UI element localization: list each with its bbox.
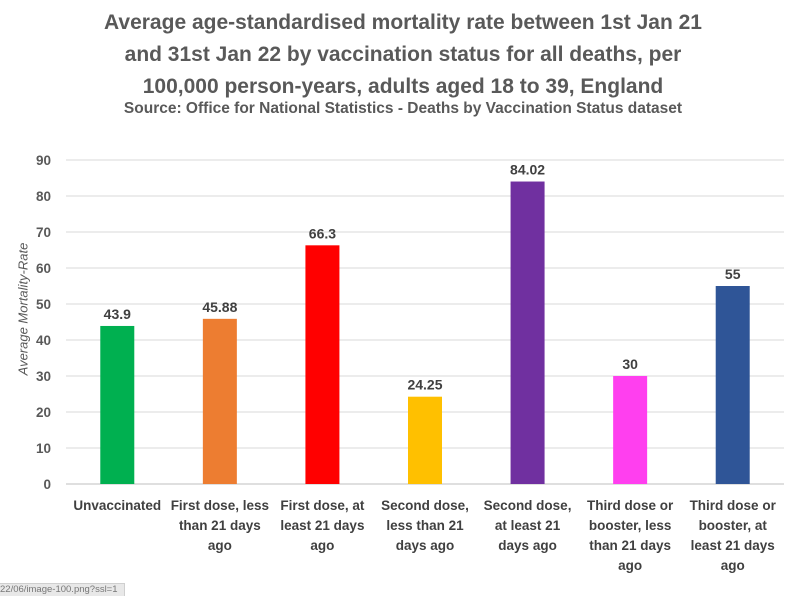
x-tick-label-line: than 21 days [178,518,261,533]
data-label: 84.02 [510,162,545,178]
bar [613,376,648,484]
data-label: 45.88 [202,299,237,315]
x-tick-label-line: least 21 days [690,538,775,553]
y-tick-label: 60 [36,261,51,276]
bar [715,286,750,484]
x-tick-label-line: First dose, less [170,498,269,513]
y-tick-label: 0 [43,477,51,492]
chart-title-line-2: and 31st Jan 22 by vaccination status fo… [124,43,682,66]
x-tick-label-line: Third dose or [587,498,674,513]
bar [100,325,135,484]
data-label: 43.9 [104,306,131,322]
x-tick-label-line: at least 21 [494,518,561,533]
x-tick-label: First dose, at least 21 days ago [267,496,377,556]
data-label: 30 [622,356,638,372]
x-tick-label-line: Unvaccinated [73,498,162,513]
x-tick-label-line: ago [618,558,643,573]
x-tick-label-line: than 21 days [589,538,672,553]
chart-frame: Average age-standardised mortality rate … [15,11,788,576]
x-tick-label-line: ago [207,538,232,553]
data-label: 66.3 [309,225,336,241]
y-tick-label: 80 [36,189,51,204]
y-tick-label: 10 [36,441,51,456]
y-tick-label: 50 [36,297,51,312]
plot-area: 0 10 20 30 40 50 60 70 80 90 43.9 45.88 66.3 24.25 84.… [36,153,784,492]
x-tick-label-line: less than 21 [386,518,464,533]
x-tick-label: Third dose or booster, less than 21 days ag… [575,496,685,576]
y-tick-label: 70 [36,225,51,240]
x-tick-label: Third dose or booster, at least 21 days ago [678,496,788,576]
x-tick-label: Second dose, less than 21 days ago [370,496,480,556]
x-tick-label-line: booster, at [698,518,767,533]
bar [408,396,442,484]
x-tick-label-line: booster, less [588,518,672,533]
y-tick-label: 90 [36,153,51,168]
x-tick-label: First dose, less than 21 days ago [165,496,275,556]
y-tick-label: 30 [36,369,51,384]
x-tick-label-line: First dose, at [280,498,365,513]
y-tick-label: 40 [36,333,51,348]
x-tick-label: Second dose, at least 21 days ago [473,496,583,556]
x-tick-label: Unvaccinated [62,496,172,516]
x-tick-label-line: Third dose or [689,498,776,513]
x-tick-label-line: Second dose, [381,498,469,513]
chart-title-line-3: 100,000 person-years, adults aged 18 to … [142,75,664,98]
image-url-fragment: 22/06/image-100.png?ssl=1 [0,583,125,596]
data-label: 55 [725,266,741,282]
x-tick-label-line: days ago [498,538,557,553]
data-label: 24.25 [407,377,442,393]
x-tick-label-line: least 21 days [280,518,365,533]
x-tick-label-line: ago [310,538,335,553]
bar [510,181,545,484]
x-tick-label-line: days ago [395,538,455,553]
y-axis-label: Average Mortality-Rate [15,242,31,376]
bar [202,318,237,484]
x-tick-label-line: ago [720,558,745,573]
chart-subtitle: Source: Office for National Statistics -… [123,100,683,117]
chart-title-line-1: Average age-standardised mortality rate … [104,11,702,34]
x-tick-label-line: Second dose, [483,498,572,513]
bar [305,245,340,484]
y-tick-label: 20 [36,405,51,420]
